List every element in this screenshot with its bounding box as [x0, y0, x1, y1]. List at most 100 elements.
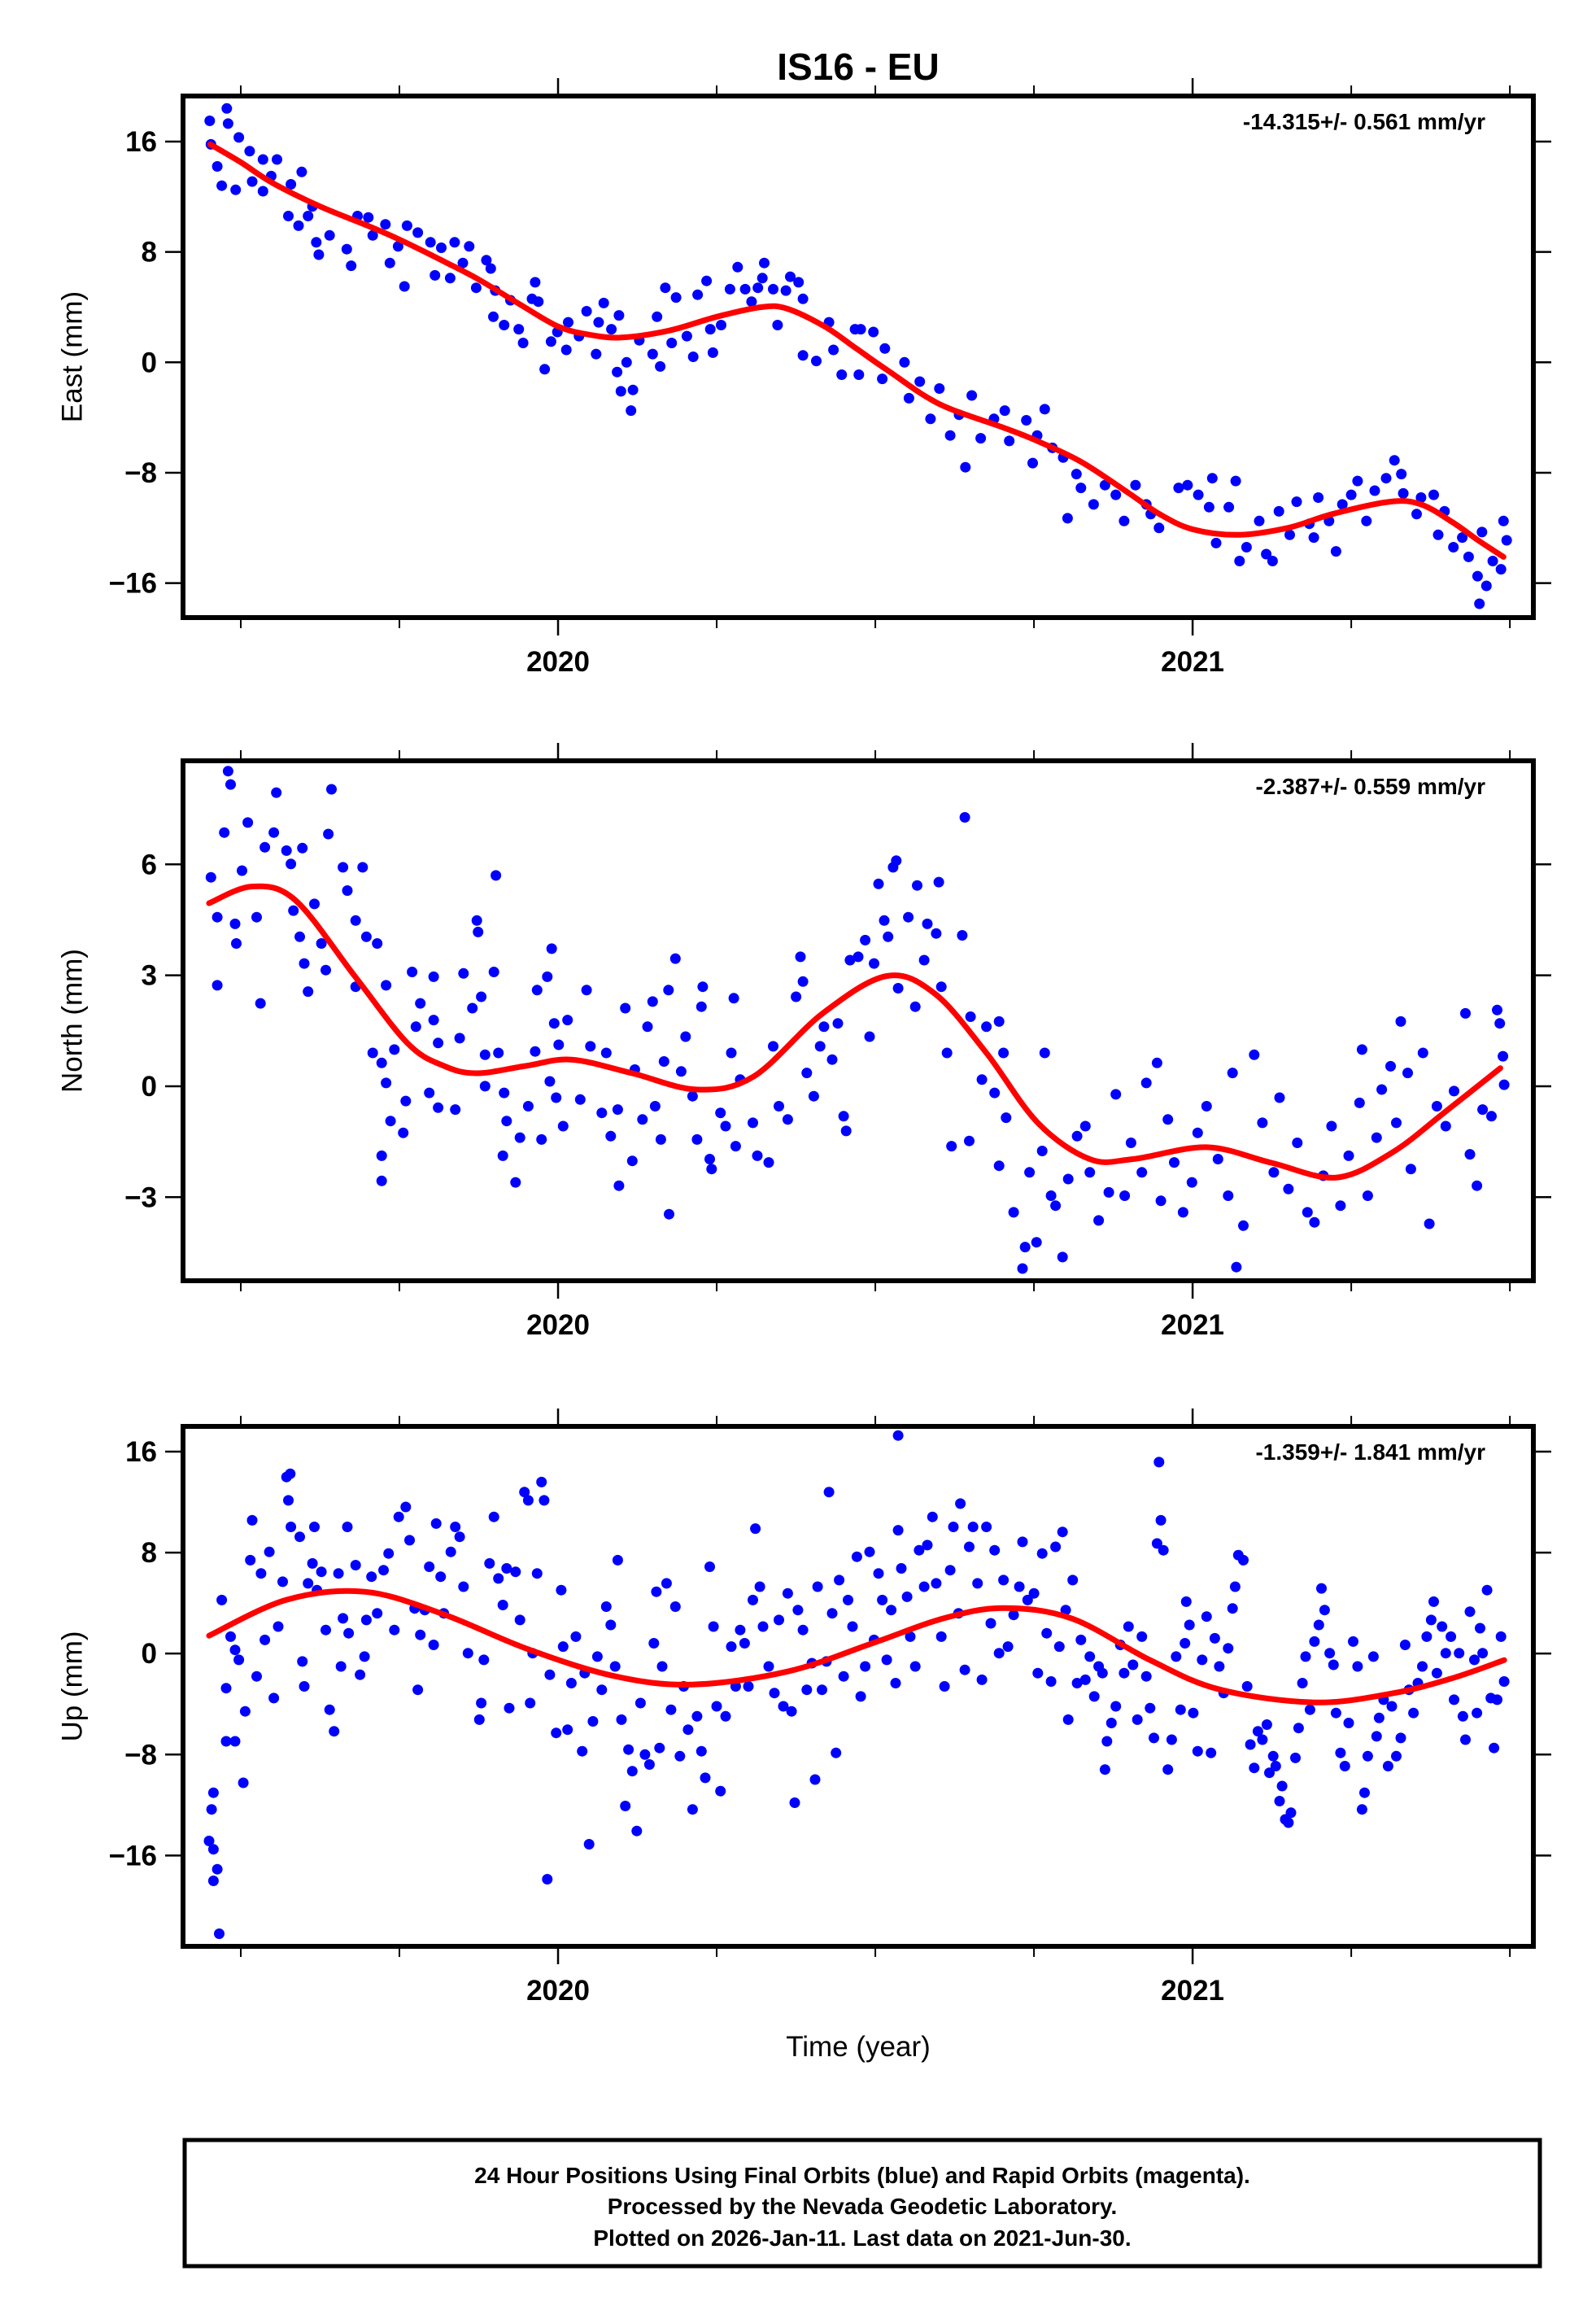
data-point [1465, 1606, 1476, 1617]
data-point [386, 1116, 396, 1126]
data-point [258, 186, 268, 197]
data-point [981, 1522, 992, 1532]
data-point [473, 927, 483, 937]
data-point [755, 1582, 765, 1592]
data-point [1398, 488, 1409, 499]
data-point [593, 317, 604, 328]
data-point [1396, 1016, 1406, 1027]
data-point [321, 1625, 331, 1636]
y-tick-label: 6 [142, 849, 157, 880]
data-point [251, 1671, 262, 1682]
data-point [792, 1605, 803, 1615]
data-point [303, 211, 313, 221]
data-point [977, 1675, 988, 1685]
data-point [285, 1469, 295, 1479]
data-point [230, 919, 241, 929]
data-point [385, 258, 395, 269]
data-point [671, 292, 682, 303]
data-point [1492, 1694, 1502, 1705]
data-point [798, 1625, 809, 1636]
data-point [273, 1622, 284, 1632]
data-point [1441, 1648, 1451, 1658]
data-point [964, 1542, 975, 1553]
data-point [824, 1487, 835, 1497]
data-point [1449, 1694, 1459, 1705]
data-point [455, 1531, 465, 1542]
data-point [879, 343, 890, 354]
data-point [582, 985, 592, 995]
data-point [244, 146, 255, 156]
data-point [544, 1670, 555, 1680]
data-point [1370, 486, 1380, 496]
data-point [899, 357, 909, 368]
y-tick-label: 16 [125, 126, 157, 158]
x-tick-label: 2020 [526, 1975, 590, 2007]
data-point [610, 1662, 621, 1672]
data-point [259, 842, 270, 853]
data-point [1110, 1701, 1121, 1712]
data-point [657, 1662, 668, 1672]
data-point [860, 935, 870, 946]
data-point [255, 1568, 266, 1579]
data-point [960, 462, 970, 473]
data-point [1458, 1711, 1468, 1722]
data-point [605, 1620, 616, 1631]
data-point [927, 1512, 938, 1522]
data-point [223, 766, 233, 776]
data-point [566, 1678, 577, 1688]
data-point [661, 1578, 672, 1588]
data-point [404, 1535, 415, 1545]
data-point [1201, 1101, 1212, 1112]
data-point [1245, 1740, 1256, 1750]
data-point [869, 959, 879, 969]
data-point [1145, 1703, 1155, 1714]
data-point [515, 1133, 525, 1143]
data-point [338, 1613, 348, 1623]
data-point [1385, 1061, 1396, 1072]
data-point [758, 1622, 769, 1632]
data-point [1267, 556, 1278, 566]
y-tick-label: 8 [142, 237, 157, 269]
data-point [994, 1160, 1005, 1171]
data-point [1119, 1668, 1129, 1679]
data-point [721, 1711, 731, 1722]
data-point [1357, 1044, 1367, 1055]
data-point [464, 241, 474, 251]
data-point [692, 290, 703, 300]
data-point [670, 954, 681, 964]
data-point [539, 364, 550, 374]
data-point [764, 1157, 774, 1168]
data-point [783, 1114, 793, 1125]
data-point [463, 1648, 473, 1658]
data-point [547, 943, 557, 954]
data-point [1084, 1167, 1095, 1177]
data-point [1141, 1671, 1152, 1682]
data-point [696, 1746, 707, 1757]
data-point [480, 1050, 491, 1060]
data-point [471, 282, 482, 293]
data-point [827, 1608, 838, 1618]
data-point [523, 1101, 534, 1112]
data-point [1162, 1764, 1173, 1775]
data-point [1156, 1195, 1166, 1206]
data-point [1041, 1628, 1052, 1639]
data-point [1326, 1121, 1337, 1132]
data-point [1474, 599, 1485, 609]
data-point [334, 1568, 344, 1579]
data-point [621, 357, 632, 368]
data-point [735, 1625, 745, 1636]
data-point [429, 972, 439, 982]
data-point [1482, 1585, 1493, 1596]
data-point [716, 320, 726, 330]
data-point [1494, 1018, 1505, 1029]
data-point [323, 829, 334, 840]
data-point [975, 433, 986, 443]
data-point [313, 250, 324, 260]
data-point [489, 967, 499, 977]
data-point [530, 277, 540, 287]
data-point [660, 282, 670, 293]
data-point [1292, 496, 1302, 507]
data-point [1234, 556, 1245, 566]
data-point [584, 1839, 595, 1850]
data-point [910, 1662, 921, 1672]
